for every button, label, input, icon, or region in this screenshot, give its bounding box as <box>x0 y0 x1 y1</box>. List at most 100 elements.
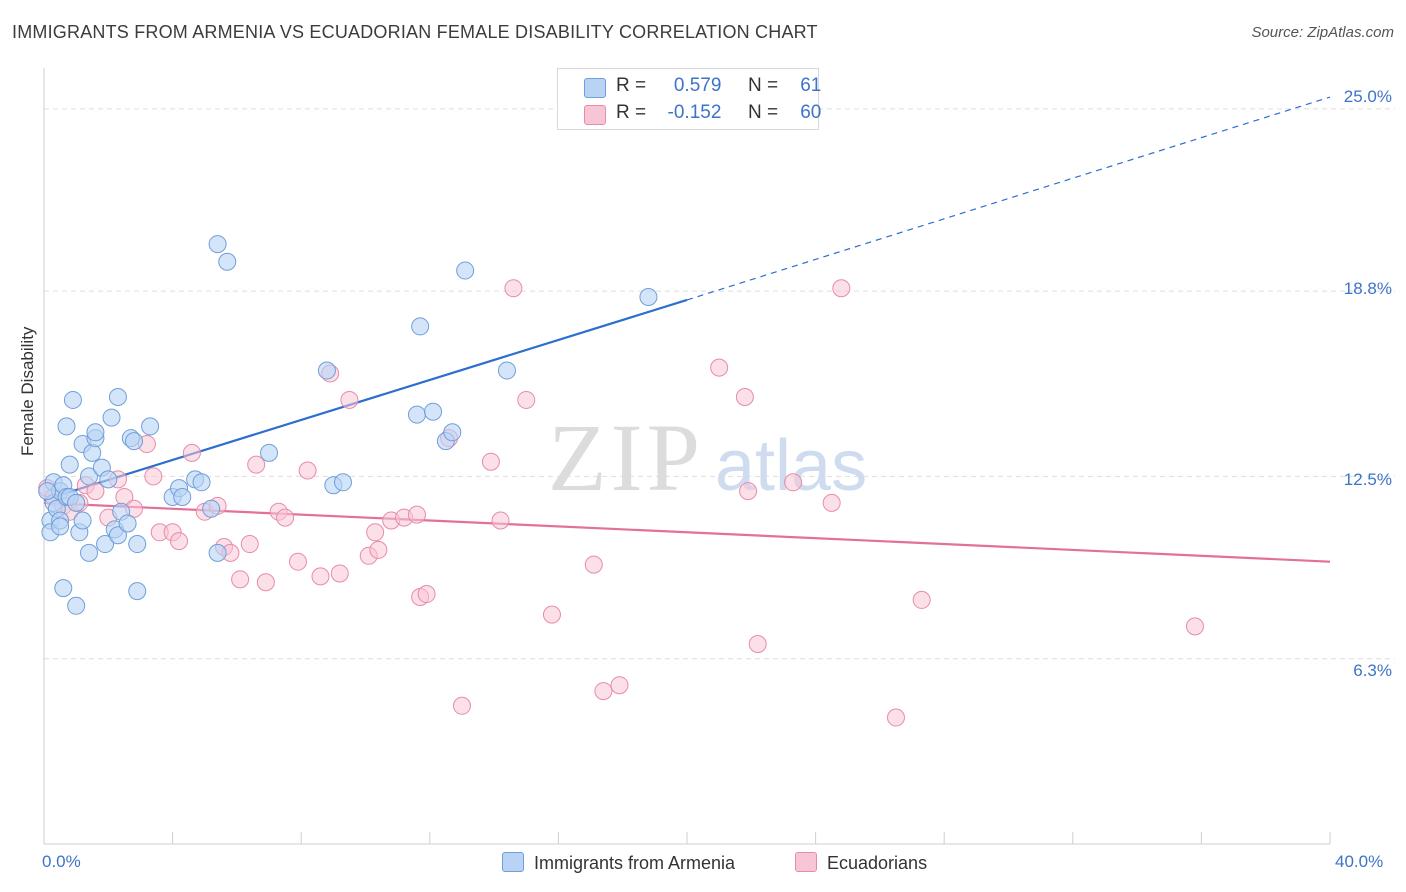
ecuadorians-point <box>256 573 275 592</box>
ecuadorians-point <box>170 532 189 551</box>
armenia-point <box>67 493 86 512</box>
ecuadorians-point <box>407 505 426 524</box>
ecuadorians-point <box>517 390 536 409</box>
ecuadorians-legend-label: Ecuadorians <box>827 853 928 873</box>
armenia-point <box>407 405 426 424</box>
armenia-point <box>83 443 102 462</box>
armenia-point <box>67 596 86 615</box>
ecuadorians-point <box>735 388 754 407</box>
series-ecuadorians <box>38 279 1204 727</box>
y-tick-label: 12.5% <box>1343 470 1392 489</box>
armenia-point <box>208 543 227 562</box>
ecuadorians-point <box>452 696 471 715</box>
ecuadorians-point <box>182 443 201 462</box>
r-label: R = <box>616 75 647 96</box>
correlation-legend: R = 0.579 N = 61 R = -0.152 N = 60 <box>557 68 822 130</box>
ecuadorians-point <box>288 552 307 571</box>
grid-lines <box>44 108 1395 660</box>
ecuadorians-point <box>912 590 931 609</box>
armenia-point <box>51 517 70 536</box>
ecuadorians-point <box>144 467 163 486</box>
n-label: N = <box>747 75 779 96</box>
armenia-swatch <box>502 852 524 872</box>
armenia-point <box>80 467 99 486</box>
ecuadorians-point <box>491 511 510 530</box>
ecuadorians-point <box>417 585 436 604</box>
armenia-point <box>141 417 160 436</box>
chart-title: IMMIGRANTS FROM ARMENIA VS ECUADORIAN FE… <box>12 22 818 42</box>
ecuadorians-point <box>311 567 330 586</box>
bottom-legend-ecuadorians: Ecuadorians <box>795 852 927 874</box>
armenia-point <box>260 443 279 462</box>
bottom-legend-armenia: Immigrants from Armenia <box>502 852 735 874</box>
armenia-point <box>639 288 658 307</box>
armenia-legend-label: Immigrants from Armenia <box>534 853 736 873</box>
n-label: N = <box>747 102 779 123</box>
armenia-point <box>60 455 79 474</box>
armenia-point <box>108 388 127 407</box>
y-tick-label: 25.0% <box>1343 87 1392 106</box>
armenia-point <box>102 408 121 427</box>
armenia-point <box>96 535 115 554</box>
ecuadorians-point <box>886 708 905 727</box>
source-label: Source: ZipAtlas.com <box>1251 24 1394 41</box>
armenia-point <box>202 499 221 518</box>
armenia-point <box>38 482 57 501</box>
watermark-zip: ZIP <box>548 404 704 511</box>
x-tick-label-min: 0.0% <box>42 852 81 871</box>
armenia-point <box>456 261 475 280</box>
ecuadorians-point <box>276 508 295 527</box>
armenia-point <box>73 511 92 530</box>
ecuadorians-point <box>710 358 729 377</box>
armenia-n-value: 61 <box>800 75 822 96</box>
series-armenia <box>38 235 658 615</box>
ecuadorians-point <box>594 682 613 701</box>
armenia-point <box>108 526 127 545</box>
ecuadorians-point <box>504 279 523 298</box>
armenia-point <box>125 432 144 451</box>
r-label: R = <box>616 102 647 123</box>
armenia-point <box>443 423 462 442</box>
y-axis-label: Female Disability <box>18 326 37 456</box>
ecuadorians-point <box>832 279 851 298</box>
armenia-trend-extension <box>686 96 1331 301</box>
ecuadorians-point <box>822 493 841 512</box>
armenia-point <box>86 423 105 442</box>
ecuadorians-point <box>366 523 385 542</box>
armenia-point <box>333 473 352 492</box>
ecuadorians-point <box>247 455 266 474</box>
armenia-point <box>192 473 211 492</box>
ecuadorians-point <box>340 390 359 409</box>
armenia-point <box>424 402 443 421</box>
axes <box>43 68 1331 845</box>
ecuadorians-point <box>584 555 603 574</box>
ecuadorians-point <box>298 461 317 480</box>
armenia-point <box>218 252 237 271</box>
armenia-r-value: 0.579 <box>673 75 722 96</box>
armenia-point <box>208 235 227 254</box>
ecuadorians-point <box>330 564 349 583</box>
armenia-trend-line <box>43 298 688 501</box>
ecuadorians-r-value: -0.152 <box>667 102 722 123</box>
ecuadorians-point <box>481 452 500 471</box>
ecuadorians-swatch <box>584 105 606 125</box>
armenia-point <box>128 582 147 601</box>
armenia-point <box>54 579 73 598</box>
armenia-point <box>63 390 82 409</box>
ecuadorians-point <box>748 635 767 654</box>
ecuadorians-swatch <box>795 852 817 872</box>
x-tick-label-max: 40.0% <box>1335 852 1384 871</box>
armenia-point <box>118 514 137 533</box>
armenia-point <box>173 487 192 506</box>
y-tick-label: 6.3% <box>1353 661 1392 680</box>
watermark-atlas: atlas <box>715 426 867 506</box>
trend-lines <box>43 96 1331 563</box>
ecuadorians-trend-line <box>43 501 1331 563</box>
armenia-point <box>497 361 516 380</box>
ecuadorians-point <box>369 540 388 559</box>
ecuadorians-point <box>542 605 561 624</box>
ecuadorians-n-value: 60 <box>800 102 822 123</box>
ecuadorians-point <box>739 482 758 501</box>
ecuadorians-point <box>784 473 803 492</box>
